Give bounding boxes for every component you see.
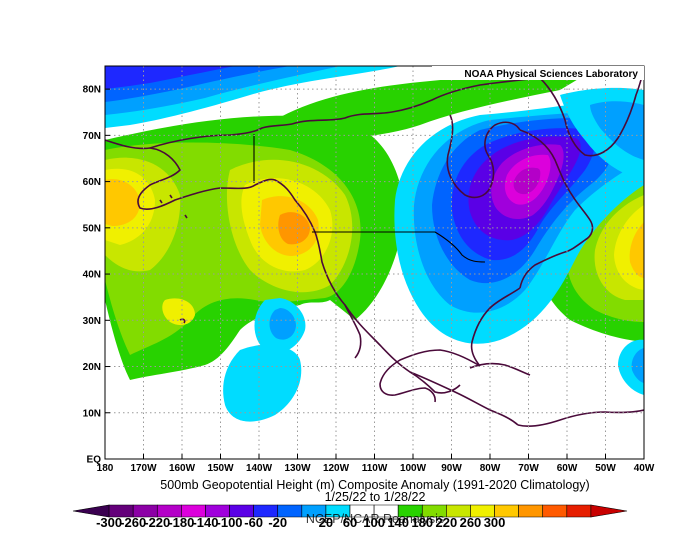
colorbar-label: 300 — [484, 515, 506, 530]
political-boundaries — [253, 134, 486, 263]
colorbar-label: 60 — [343, 515, 357, 530]
coastline-central-america — [409, 371, 519, 426]
coastline-greenland — [539, 69, 644, 157]
credit-label: NOAA Physical Sciences Laboratory — [464, 69, 638, 80]
lat-tick-label: 30N — [83, 316, 101, 327]
colorbar-label: 180 — [411, 515, 433, 530]
lon-tick-label: 170W — [130, 463, 157, 474]
coastline-arctic-alaska — [149, 123, 293, 149]
lat-tick-label: 40N — [83, 270, 101, 281]
negative-anomaly-region-atlantic — [590, 101, 644, 160]
coastline-cuba — [469, 362, 531, 376]
credit-box — [432, 66, 644, 80]
boundary-us-canada — [312, 231, 486, 263]
lat-tick-label: 70N — [83, 131, 101, 142]
lon-tick-label: 180 — [97, 463, 114, 474]
colorbar-label: 140 — [387, 515, 409, 530]
colorbar-label: -60 — [244, 515, 263, 530]
colorbar-swatch — [566, 504, 592, 518]
colorbar-label: -20 — [268, 515, 287, 530]
colorbar-swatch — [518, 504, 544, 518]
lon-tick-label: 40W — [634, 463, 655, 474]
longitude-axis: 180 170W 160W 150W 140W 130W 120W 110W 100W 90W 80… — [97, 454, 655, 474]
colorbar-swatch — [542, 504, 568, 518]
lat-tick-label: 60N — [83, 177, 101, 188]
coastline-baja — [344, 304, 362, 359]
negative-anomaly-region-pacific — [223, 344, 302, 422]
map-title: 500mb Geopotential Height (m) Composite … — [160, 478, 589, 492]
data-source: NCEP/NCAR Reanalysis — [306, 512, 444, 526]
negative-anomaly-region-canada — [513, 167, 541, 195]
lon-tick-label: 150W — [207, 463, 234, 474]
lon-tick-label: 110W — [362, 463, 388, 474]
lon-tick-label: 120W — [323, 463, 350, 474]
lat-tick-label: 80N — [83, 85, 101, 96]
lon-tick-label: 70W — [518, 463, 539, 474]
colorbar — [72, 504, 628, 518]
lat-tick-label: 50N — [83, 223, 101, 234]
positive-anomaly-region-north — [260, 66, 600, 140]
colorbar-label: 100 — [363, 515, 385, 530]
colorbar-label: -100 — [217, 515, 243, 530]
date-range: 1/25/22 to 1/28/22 — [325, 490, 426, 504]
coastline-south-america — [517, 409, 644, 427]
colorbar-labels: -300-260-220-180-140-100 -60 -20 20 60 100 140… — [96, 515, 505, 530]
negative-anomaly-region-tropical — [631, 348, 644, 383]
colorbar-label: -220 — [144, 515, 170, 530]
lat-tick-label: 10N — [83, 408, 101, 419]
positive-anomaly-region-east — [629, 222, 644, 278]
coastline-pacific-islands — [159, 194, 188, 324]
colorbar-label: 260 — [460, 515, 482, 530]
lon-tick-label: 80W — [480, 463, 501, 474]
lat-tick-label: EQ — [87, 455, 102, 466]
negative-anomaly-region-pacific — [269, 308, 296, 340]
lon-tick-label: 100W — [400, 463, 427, 474]
negative-anomaly-region-arctic — [105, 66, 235, 89]
colorbar-label: -260 — [120, 515, 146, 530]
positive-anomaly-region-west — [105, 179, 140, 226]
lon-tick-label: 60W — [557, 463, 578, 474]
colorbar-label: 220 — [436, 515, 458, 530]
colorbar-swatch — [590, 504, 628, 518]
coastline-gulf-mexico — [379, 349, 481, 403]
colorbar-label: -180 — [168, 515, 194, 530]
colorbar-label: 20 — [319, 515, 333, 530]
colorbar-label: -140 — [192, 515, 218, 530]
latitude-axis: 80N 70N 60N 50N 40N 30N 20N 10N EQ — [83, 85, 110, 466]
colorbar-label: -300 — [96, 515, 122, 530]
coastline-us-east — [470, 287, 521, 367]
lon-tick-label: 140W — [246, 463, 273, 474]
coastline-labrador — [519, 129, 594, 289]
map-panel — [105, 66, 644, 459]
positive-anomaly-region-west — [162, 298, 195, 326]
lon-tick-label: 160W — [169, 463, 196, 474]
lat-tick-label: 20N — [83, 362, 101, 373]
lon-tick-label: 130W — [284, 463, 311, 474]
lon-tick-label: 90W — [441, 463, 462, 474]
lon-tick-label: 50W — [595, 463, 616, 474]
